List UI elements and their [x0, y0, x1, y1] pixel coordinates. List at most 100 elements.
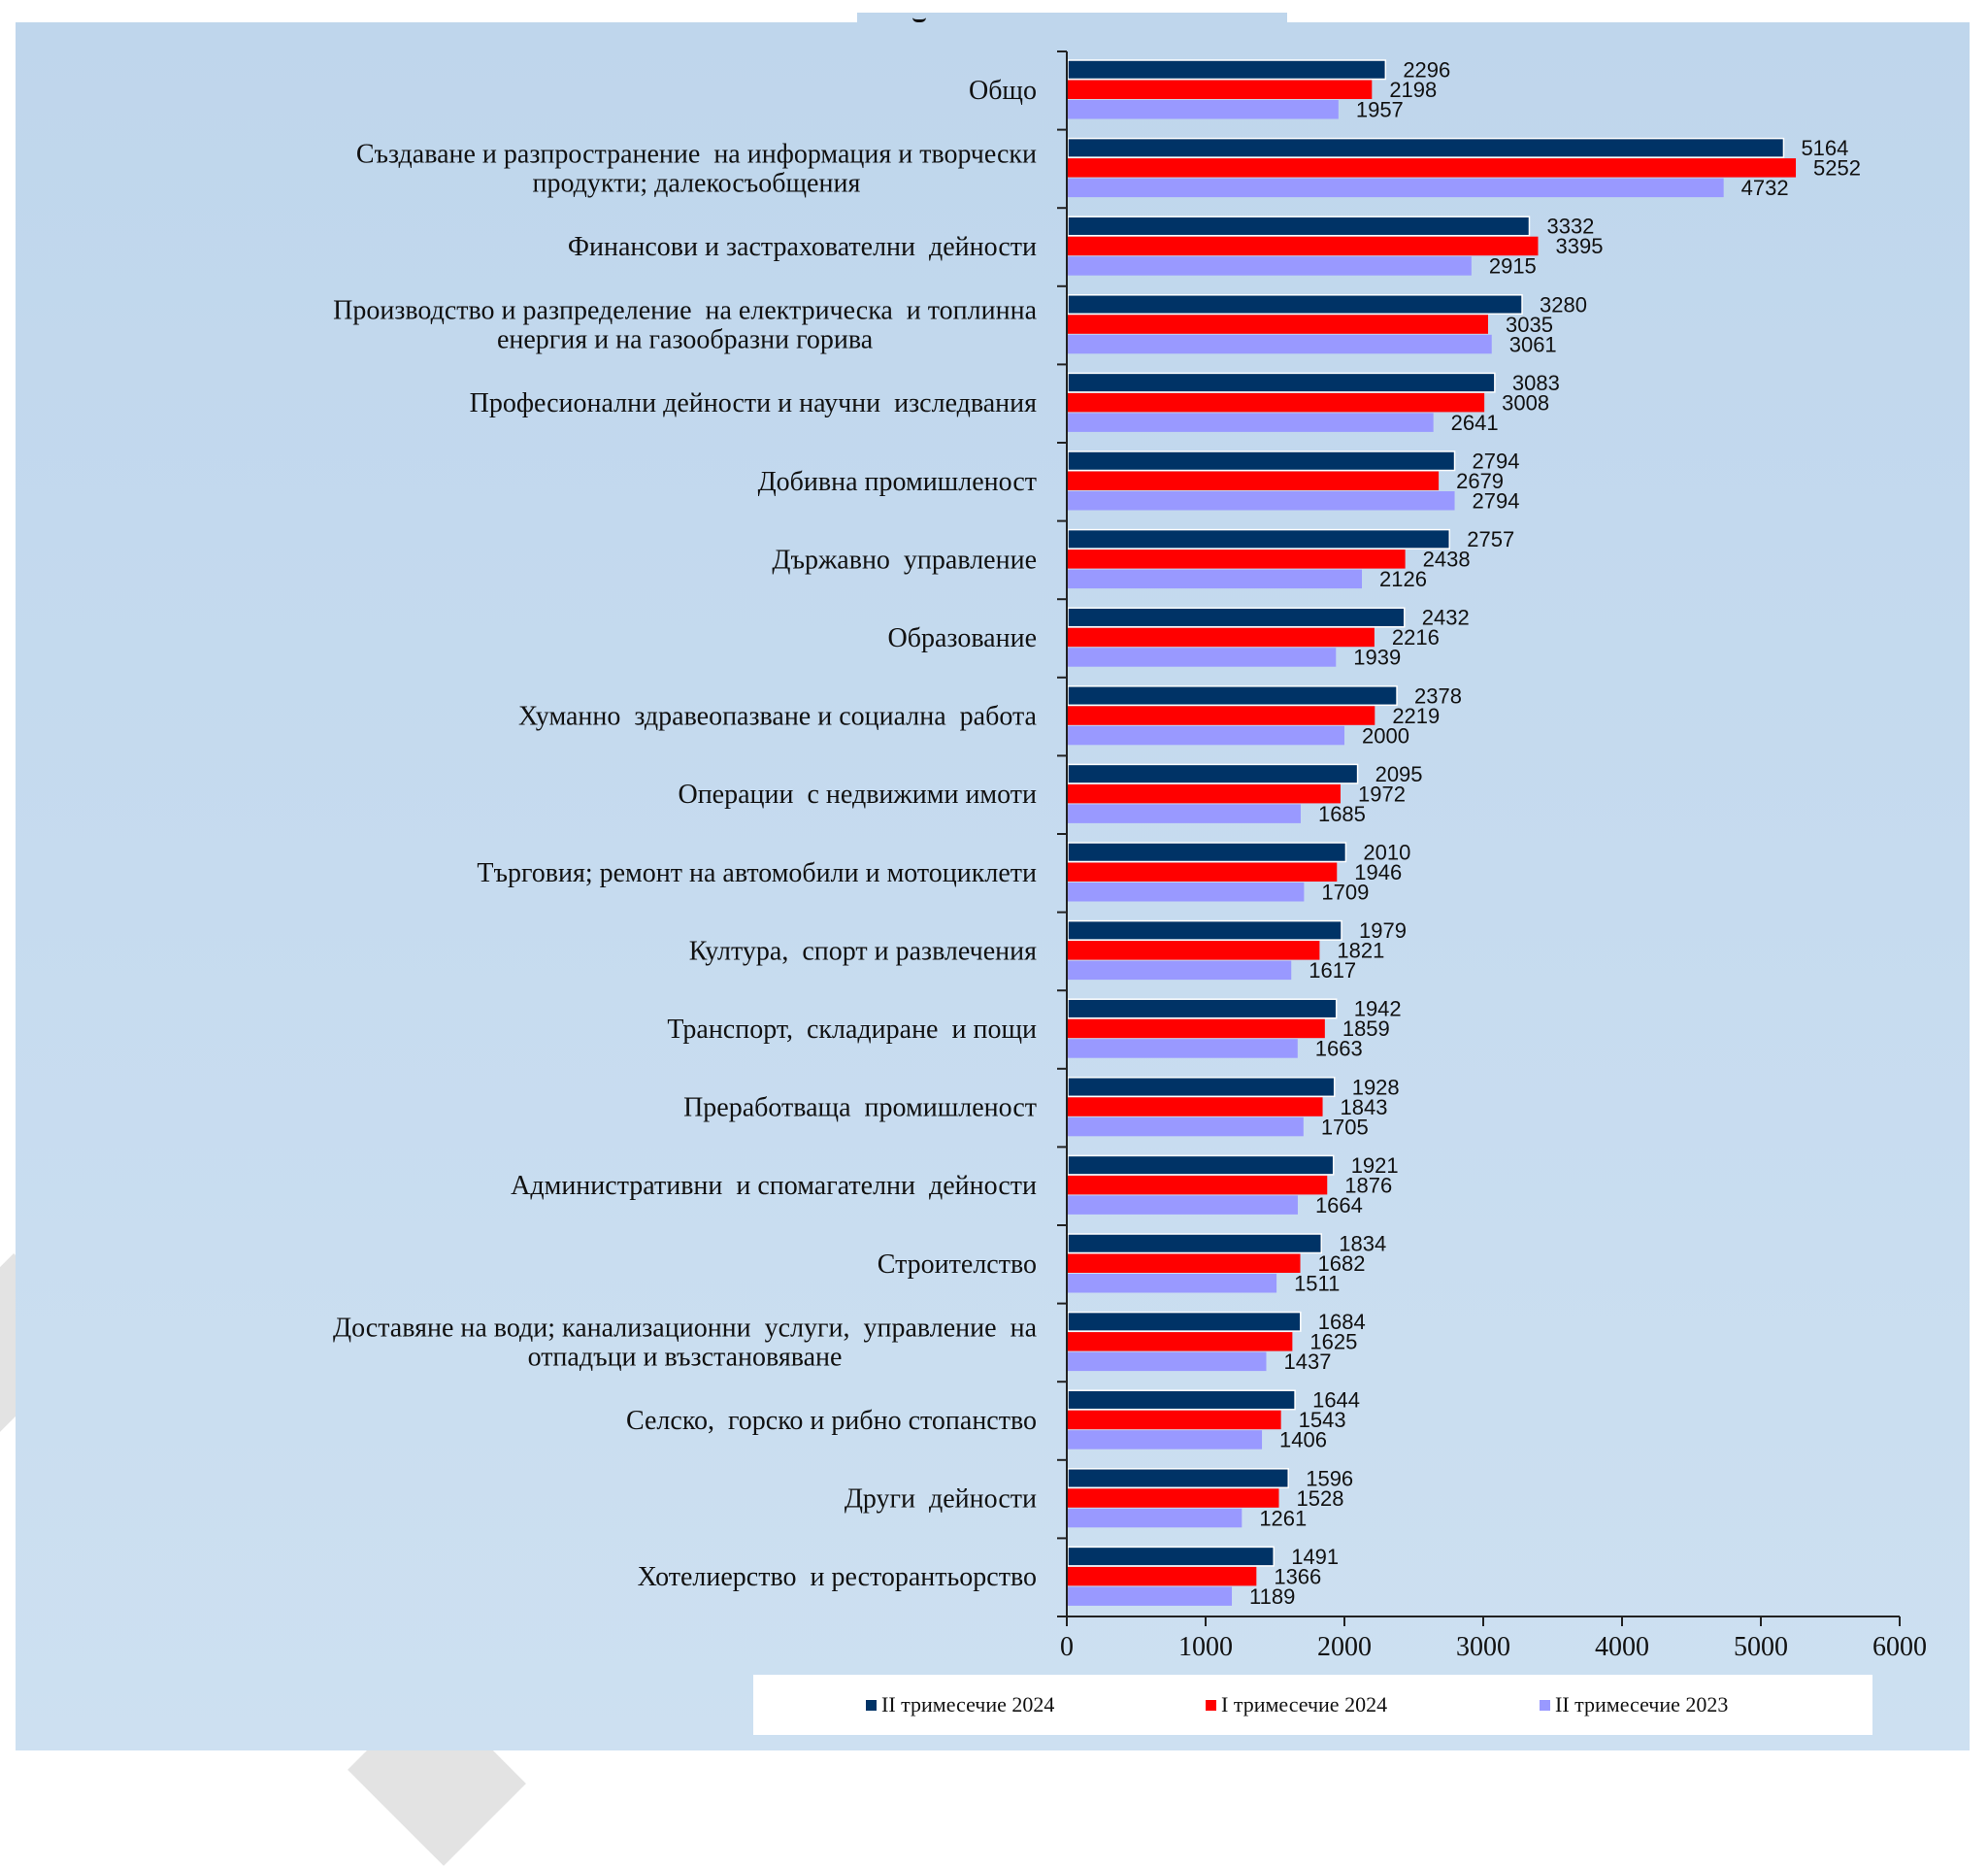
value-label-13-series-0: 1928	[1352, 1075, 1400, 1099]
category-label: Добивна промишленост	[758, 467, 1037, 497]
bar-1-series-2	[1068, 178, 1724, 198]
category-label: продукти; далекосъобщения	[532, 168, 860, 198]
legend-item-series-2: II тримесечие 2023	[1540, 1675, 1728, 1735]
bar-8-series-0	[1067, 685, 1398, 707]
value-label-12-series-2: 1663	[1315, 1037, 1363, 1061]
value-label-16-series-2: 1437	[1283, 1350, 1331, 1374]
x-tick-label: 0	[1060, 1632, 1074, 1662]
bar-16-series-1	[1068, 1332, 1293, 1351]
bar-18-series-0	[1067, 1468, 1289, 1489]
value-label-12-series-1: 1859	[1342, 1016, 1390, 1041]
value-label-3-series-0: 3280	[1540, 292, 1587, 317]
bar-5-series-1	[1068, 471, 1440, 490]
chart-panel	[16, 22, 1970, 1750]
bar-3-series-1	[1068, 315, 1489, 334]
value-label-2-series-2: 2915	[1489, 254, 1537, 279]
bar-4-series-1	[1068, 392, 1485, 413]
axes	[1057, 50, 1901, 1626]
category-label: Хуманно здравеопазване и социална работа	[518, 702, 1038, 732]
value-label-8-series-0: 2378	[1414, 683, 1462, 708]
value-label-13-series-2: 1705	[1321, 1115, 1369, 1139]
value-label-9-series-0: 2095	[1375, 762, 1423, 786]
legend-swatch-icon	[1206, 1699, 1216, 1711]
value-label-19-series-2: 1189	[1249, 1584, 1295, 1609]
category-label: Държавно управление	[772, 545, 1037, 575]
category-label: Образование	[888, 623, 1037, 653]
category-label: Други дейности	[845, 1484, 1037, 1515]
value-label-7-series-0: 2432	[1422, 606, 1470, 630]
bar-16-series-0	[1067, 1311, 1302, 1332]
value-label-14-series-1: 1876	[1344, 1173, 1392, 1197]
category-label: Транспорт, складиране и пощи	[667, 1015, 1037, 1045]
value-label-4-series-0: 3083	[1512, 371, 1560, 395]
value-label-12-series-0: 1942	[1354, 997, 1402, 1021]
x-tick-label: 3000	[1456, 1632, 1510, 1662]
bar-10-series-0	[1067, 842, 1347, 863]
bar-2-series-1	[1068, 236, 1539, 256]
bar-18-series-1	[1068, 1488, 1279, 1508]
value-label-10-series-0: 2010	[1363, 841, 1410, 865]
bar-14-series-0	[1067, 1154, 1335, 1176]
bar-12-series-2	[1068, 1039, 1298, 1058]
value-label-16-series-1: 1625	[1309, 1330, 1357, 1354]
value-label-3-series-1: 3035	[1506, 313, 1553, 337]
value-label-15-series-1: 1682	[1318, 1251, 1366, 1276]
value-label-17-series-0: 1644	[1312, 1388, 1360, 1413]
value-label-18-series-2: 1261	[1259, 1506, 1307, 1530]
x-tick-label: 4000	[1595, 1632, 1649, 1662]
bar-16-series-2	[1068, 1351, 1267, 1372]
bar-13-series-1	[1068, 1097, 1323, 1116]
bar-1-series-1	[1068, 158, 1797, 178]
category-label: енергия и на газообразни горива	[497, 325, 874, 355]
value-label-1-series-0: 5164	[1801, 136, 1848, 160]
bar-6-series-1	[1068, 550, 1406, 569]
legend-label: II тримесечие 2024	[881, 1692, 1055, 1716]
value-label-5-series-1: 2679	[1456, 469, 1504, 493]
x-tick-labels: 0 1000 2000 3000 4000 5000 6000	[1060, 1632, 1927, 1662]
bar-4-series-2	[1068, 413, 1434, 432]
bar-5-series-0	[1067, 450, 1456, 472]
legend-item-series-0: II тримесечие 2024	[866, 1675, 1054, 1735]
bar-17-series-2	[1068, 1430, 1263, 1449]
bar-10-series-2	[1068, 883, 1305, 902]
bar-7-series-2	[1068, 648, 1337, 667]
value-label-19-series-0: 1491	[1291, 1545, 1339, 1569]
value-label-15-series-2: 1511	[1294, 1272, 1340, 1296]
bar-15-series-0	[1067, 1233, 1323, 1254]
bar-13-series-2	[1068, 1116, 1304, 1137]
value-label-15-series-0: 1834	[1339, 1232, 1386, 1256]
value-label-2-series-1: 3395	[1555, 234, 1603, 258]
category-label: Търговия; ремонт на автомобили и мотоцик…	[477, 858, 1037, 888]
value-label-11-series-0: 1979	[1359, 918, 1407, 943]
value-label-18-series-1: 1528	[1297, 1486, 1344, 1511]
value-label-0-series-1: 2198	[1389, 78, 1437, 102]
value-label-4-series-2: 2641	[1451, 411, 1499, 435]
bar-12-series-0	[1067, 998, 1338, 1019]
bar-0-series-1	[1068, 80, 1373, 99]
value-label-1-series-2: 4732	[1741, 176, 1789, 200]
category-label: Професионални дейности и научни изследва…	[470, 388, 1038, 418]
bar-14-series-1	[1068, 1175, 1328, 1195]
bar-8-series-1	[1068, 706, 1375, 725]
value-label-19-series-1: 1366	[1274, 1564, 1321, 1588]
bar-17-series-1	[1068, 1410, 1281, 1430]
bar-7-series-1	[1068, 627, 1375, 648]
bar-13-series-0	[1067, 1077, 1336, 1098]
bar-2-series-0	[1067, 216, 1531, 237]
legend-item-series-1: I тримесечие 2024	[1206, 1675, 1387, 1735]
value-label-18-series-0: 1596	[1306, 1466, 1353, 1490]
value-label-10-series-2: 1709	[1321, 881, 1369, 905]
value-label-0-series-0: 2296	[1403, 58, 1450, 83]
clipped-title-glyph	[912, 17, 926, 22]
chart-figure: Общо Създаване и разпространение на инфор…	[0, 13, 1970, 1866]
category-label: Общо	[969, 76, 1037, 106]
category-label: Финансови и застрахователни дейности	[568, 232, 1037, 262]
bar-3-series-0	[1067, 294, 1523, 316]
category-label: Строителство	[878, 1250, 1037, 1280]
value-label-8-series-2: 2000	[1362, 723, 1409, 748]
bar-8-series-2	[1068, 725, 1344, 746]
value-label-0-series-2: 1957	[1356, 98, 1404, 122]
value-label-6-series-0: 2757	[1467, 527, 1514, 551]
value-label-1-series-1: 5252	[1813, 156, 1861, 181]
